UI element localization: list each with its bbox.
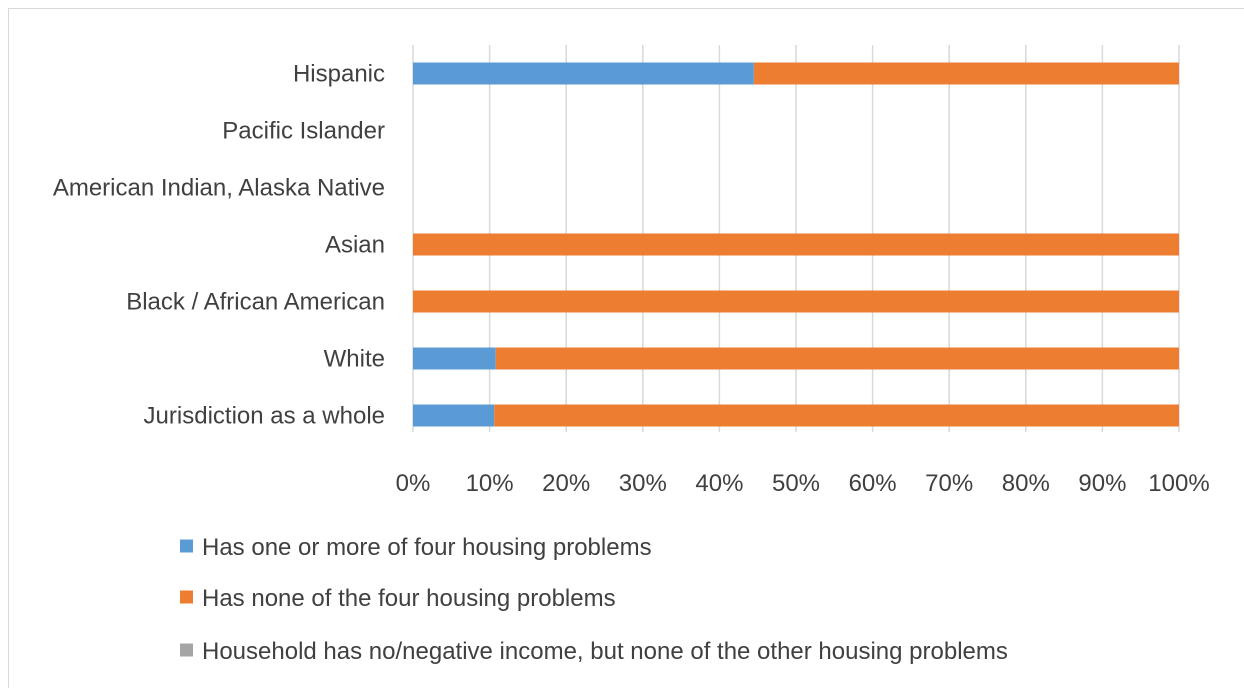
bar-segment: [413, 62, 754, 85]
category-label: Black / African American: [126, 289, 385, 316]
x-tick-label: 20%: [542, 470, 590, 497]
x-tick-label: 80%: [1002, 470, 1050, 497]
category-labels: Hispanic Pacific Islander American Indian,…: [53, 61, 385, 430]
legend-swatch: [180, 539, 193, 553]
legend-swatch: [180, 643, 193, 657]
x-axis-tick-labels: 0% 10% 20% 30% 40% 50% 60% 70% 80% 90% 100%: [396, 470, 1210, 497]
x-tick-label: 10%: [466, 470, 514, 497]
x-tick-label: 30%: [619, 470, 667, 497]
category-label: Hispanic: [293, 61, 385, 88]
legend-label: Has one or more of four housing problems: [202, 534, 652, 561]
x-tick-label: 40%: [695, 470, 743, 497]
bar-segment: [413, 290, 1179, 313]
x-tick-label: 90%: [1078, 470, 1126, 497]
legend-label: Has none of the four housing problems: [202, 585, 616, 612]
legend-label: Household has no/negative income, but no…: [202, 638, 1008, 665]
bar-segment: [495, 347, 1179, 370]
bar-segment: [413, 233, 1179, 256]
legend-swatch: [180, 590, 193, 604]
x-tick-label: 0%: [396, 470, 431, 497]
category-label: Asian: [325, 232, 385, 259]
x-tick-label: 70%: [925, 470, 973, 497]
bar-segment: [753, 62, 1179, 85]
legend: Has one or more of four housing problems…: [180, 534, 1008, 665]
category-label: Pacific Islander: [222, 118, 385, 145]
bar-segment: [413, 404, 495, 427]
x-tick-label: 100%: [1148, 470, 1209, 497]
x-tick-label: 50%: [772, 470, 820, 497]
bar-segment: [413, 347, 496, 370]
x-tick-label: 60%: [849, 470, 897, 497]
bar-segment: [494, 404, 1179, 427]
category-label: American Indian, Alaska Native: [53, 175, 385, 202]
category-label: White: [324, 346, 385, 373]
bars: [413, 62, 1179, 427]
category-label: Jurisdiction as a whole: [144, 403, 385, 430]
